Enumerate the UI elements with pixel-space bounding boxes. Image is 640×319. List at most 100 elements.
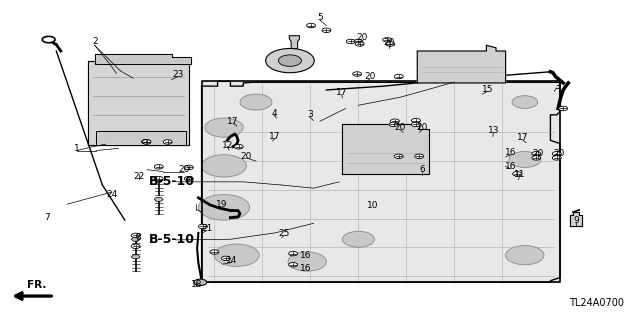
Circle shape bbox=[202, 155, 246, 177]
Polygon shape bbox=[131, 255, 140, 259]
Text: 20: 20 bbox=[394, 123, 406, 132]
Text: 18: 18 bbox=[191, 280, 202, 289]
Circle shape bbox=[390, 119, 399, 123]
Circle shape bbox=[552, 156, 561, 160]
Text: 20: 20 bbox=[383, 38, 395, 47]
Text: 14: 14 bbox=[226, 256, 237, 265]
Text: 16: 16 bbox=[505, 148, 516, 157]
Polygon shape bbox=[154, 197, 163, 201]
Text: B-5-10: B-5-10 bbox=[148, 175, 195, 188]
Circle shape bbox=[131, 233, 140, 238]
Circle shape bbox=[342, 231, 374, 247]
Polygon shape bbox=[342, 124, 429, 174]
Polygon shape bbox=[202, 81, 560, 282]
Circle shape bbox=[210, 250, 219, 254]
Text: 20: 20 bbox=[241, 152, 252, 161]
Text: B-5-10: B-5-10 bbox=[148, 234, 195, 246]
Text: 15: 15 bbox=[482, 85, 493, 94]
Circle shape bbox=[184, 165, 193, 170]
Text: 20: 20 bbox=[364, 72, 376, 81]
Circle shape bbox=[205, 118, 243, 137]
Text: 25: 25 bbox=[278, 229, 290, 238]
Circle shape bbox=[355, 42, 364, 46]
Polygon shape bbox=[289, 36, 300, 48]
Polygon shape bbox=[202, 81, 560, 282]
Circle shape bbox=[289, 251, 298, 256]
Text: 17: 17 bbox=[227, 117, 239, 126]
Circle shape bbox=[154, 165, 163, 169]
Circle shape bbox=[412, 118, 420, 123]
Text: 17: 17 bbox=[516, 133, 528, 142]
Circle shape bbox=[131, 244, 140, 249]
Polygon shape bbox=[417, 45, 506, 83]
Circle shape bbox=[532, 152, 541, 156]
Circle shape bbox=[354, 39, 363, 44]
Circle shape bbox=[394, 74, 403, 79]
Circle shape bbox=[307, 23, 316, 28]
Circle shape bbox=[532, 156, 541, 160]
Circle shape bbox=[141, 139, 150, 144]
Circle shape bbox=[288, 252, 326, 271]
Text: 9: 9 bbox=[573, 216, 579, 225]
Polygon shape bbox=[88, 61, 189, 145]
Text: 4: 4 bbox=[271, 109, 276, 118]
Circle shape bbox=[289, 263, 298, 267]
Text: 3: 3 bbox=[554, 82, 559, 91]
Circle shape bbox=[163, 140, 172, 144]
Text: 23: 23 bbox=[172, 70, 184, 78]
Text: 5: 5 bbox=[317, 13, 323, 22]
Text: 6: 6 bbox=[420, 165, 425, 174]
Text: TL24A0700: TL24A0700 bbox=[569, 298, 624, 308]
Text: 17: 17 bbox=[336, 88, 348, 97]
Circle shape bbox=[559, 106, 568, 111]
Text: 10: 10 bbox=[367, 201, 378, 210]
Text: 20: 20 bbox=[179, 165, 190, 174]
Text: 2: 2 bbox=[92, 37, 97, 46]
Circle shape bbox=[42, 36, 55, 43]
Polygon shape bbox=[154, 178, 163, 182]
Circle shape bbox=[142, 140, 151, 144]
Circle shape bbox=[509, 152, 541, 167]
Circle shape bbox=[194, 279, 207, 286]
Text: 12: 12 bbox=[221, 141, 233, 150]
Text: FR.: FR. bbox=[28, 280, 47, 290]
Text: 22: 22 bbox=[133, 172, 145, 181]
Text: 20: 20 bbox=[532, 149, 543, 158]
Text: 17: 17 bbox=[269, 132, 281, 141]
Circle shape bbox=[198, 224, 207, 229]
Text: 21: 21 bbox=[201, 224, 212, 233]
Circle shape bbox=[240, 94, 272, 110]
Circle shape bbox=[412, 122, 420, 127]
Circle shape bbox=[278, 55, 301, 66]
Circle shape bbox=[386, 42, 395, 46]
Text: 7: 7 bbox=[45, 213, 50, 222]
Circle shape bbox=[266, 48, 314, 73]
Polygon shape bbox=[95, 54, 191, 64]
Circle shape bbox=[513, 172, 522, 176]
Text: 8: 8 bbox=[136, 233, 141, 242]
Text: 19: 19 bbox=[216, 200, 228, 209]
Text: 16: 16 bbox=[505, 162, 516, 171]
Text: 16: 16 bbox=[300, 251, 312, 260]
Text: 16: 16 bbox=[300, 264, 312, 273]
Circle shape bbox=[214, 244, 259, 266]
Polygon shape bbox=[570, 212, 582, 226]
Text: 20: 20 bbox=[554, 149, 565, 158]
Circle shape bbox=[512, 96, 538, 108]
Text: 1: 1 bbox=[74, 144, 79, 153]
Circle shape bbox=[552, 152, 561, 156]
Polygon shape bbox=[96, 131, 186, 145]
Circle shape bbox=[415, 154, 424, 159]
Circle shape bbox=[506, 246, 544, 265]
Circle shape bbox=[383, 38, 392, 42]
Text: 20: 20 bbox=[417, 123, 428, 132]
Circle shape bbox=[389, 122, 398, 127]
Circle shape bbox=[198, 195, 250, 220]
Polygon shape bbox=[131, 237, 140, 241]
Circle shape bbox=[221, 256, 230, 261]
Circle shape bbox=[154, 176, 163, 181]
Circle shape bbox=[394, 154, 403, 159]
Text: 24: 24 bbox=[106, 190, 118, 199]
Circle shape bbox=[346, 39, 355, 44]
Text: 11: 11 bbox=[514, 170, 525, 179]
